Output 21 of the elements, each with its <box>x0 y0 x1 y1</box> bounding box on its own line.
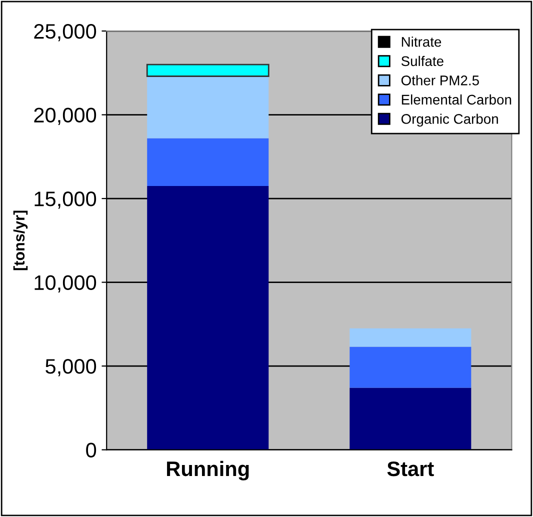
bar <box>147 138 269 186</box>
bar <box>147 76 269 138</box>
bar <box>350 388 472 450</box>
y-tick-label: 20,000 <box>34 108 96 125</box>
y-tick-label: 15,000 <box>34 192 96 209</box>
x-tick-label: Running <box>167 460 249 480</box>
x-tick-label: Start <box>387 461 434 476</box>
bar <box>147 186 269 450</box>
y-tick-label: 0 <box>86 442 96 458</box>
y-axis-title: [tons/yr] <box>13 210 28 270</box>
bar <box>146 64 270 77</box>
y-tick-label: 10,000 <box>34 275 96 292</box>
bar <box>350 346 472 388</box>
legend-label: Other PM2.5 <box>401 75 479 86</box>
y-tick-label: 5,000 <box>46 359 96 376</box>
legend-label: Nitrate <box>402 36 442 47</box>
bar <box>350 328 472 347</box>
legend-label: Elemental Carbon <box>402 94 512 105</box>
y-tick-label: 25,000 <box>34 24 96 42</box>
legend-label: Organic Carbon <box>401 114 498 127</box>
legend-label: Sulfate <box>401 56 444 66</box>
